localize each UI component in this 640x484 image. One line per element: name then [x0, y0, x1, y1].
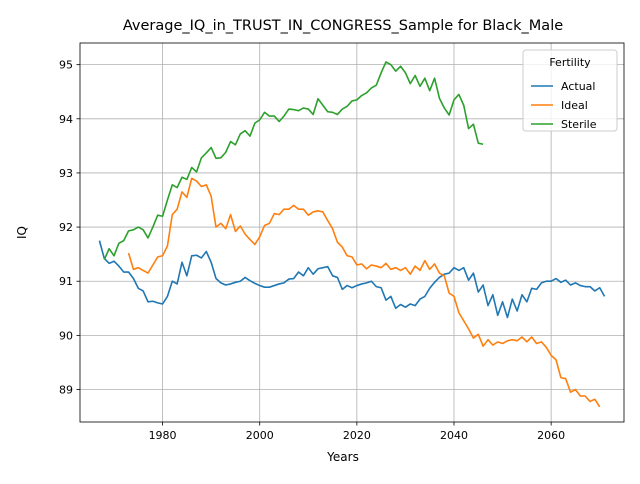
- x-tick-label: 2020: [343, 429, 371, 442]
- legend-title: Fertility: [549, 56, 591, 69]
- series-line-sterile: [103, 61, 484, 260]
- y-tick-label: 92: [59, 221, 73, 234]
- x-tick-label: 2060: [537, 429, 565, 442]
- y-tick-label: 90: [59, 329, 73, 342]
- legend-label-sterile: Sterile: [561, 118, 597, 131]
- legend-label-actual: Actual: [561, 80, 595, 93]
- y-tick-label: 95: [59, 59, 73, 72]
- series-line-ideal: [127, 177, 601, 408]
- legend: Fertility Actual Ideal Sterile: [522, 49, 618, 132]
- y-tick-label: 91: [59, 275, 73, 288]
- y-axis-label: IQ: [15, 226, 29, 239]
- x-axis-label: Years: [326, 450, 359, 464]
- y-tick-label: 89: [59, 384, 73, 397]
- series-lines: [98, 61, 606, 408]
- x-tick-label: 2000: [246, 429, 274, 442]
- x-tick-label: 2040: [440, 429, 468, 442]
- x-tick-label: 1980: [149, 429, 177, 442]
- grid: [80, 43, 624, 422]
- legend-box: [522, 49, 618, 132]
- y-tick-label: 93: [59, 167, 73, 180]
- axes: 1980 2000 2020 2040 2060 89 90 91 92 93 94 95: [59, 59, 565, 442]
- plot-frame: [79, 42, 625, 423]
- chart-title: Average_IQ_in_TRUST_IN_CONGRESS_Sample f…: [123, 18, 563, 34]
- series-line-actual: [98, 240, 606, 319]
- legend-label-ideal: Ideal: [561, 99, 588, 112]
- y-tick-label: 94: [59, 113, 73, 126]
